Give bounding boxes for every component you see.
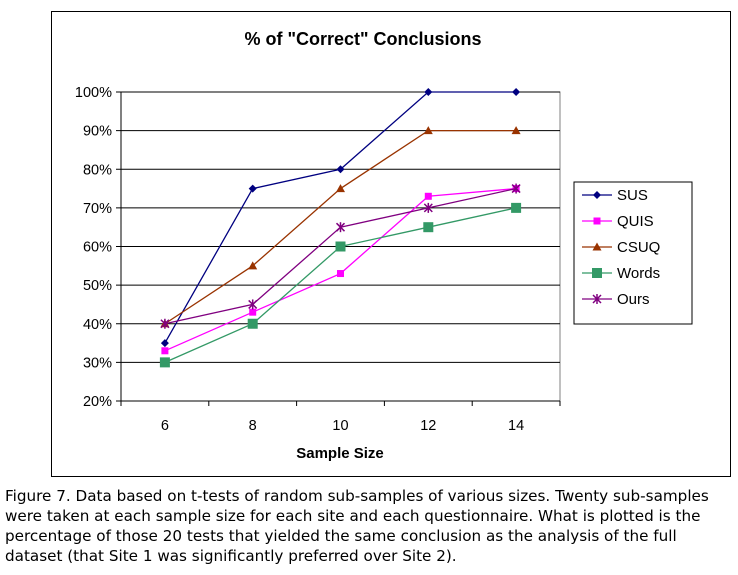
data-point-sus	[160, 339, 169, 348]
data-point-quis	[424, 192, 432, 200]
data-point-sus	[512, 88, 521, 96]
data-point-ours	[248, 299, 258, 310]
legend-marker-quis	[593, 217, 601, 225]
legend-marker-csuq	[592, 242, 602, 251]
y-tick-label: 20%	[83, 394, 112, 410]
legend-label-quis: QUIS	[617, 213, 654, 230]
data-point-csuq	[336, 184, 345, 193]
data-point-quis	[337, 270, 344, 278]
legend-label-words: Words	[617, 265, 660, 282]
legend-label-sus: SUS	[617, 187, 648, 204]
data-point-csuq	[248, 261, 258, 270]
data-point-ours	[511, 183, 521, 194]
x-tick-label: 6	[161, 418, 169, 434]
data-point-words	[423, 222, 434, 233]
data-point-sus	[336, 165, 345, 174]
x-tick-label: 12	[420, 418, 436, 434]
data-point-words	[159, 357, 170, 368]
x-tick-label: 8	[249, 418, 257, 434]
data-point-words	[511, 202, 522, 213]
data-point-csuq	[511, 126, 521, 135]
legend-label-csuq: CSUQ	[617, 239, 660, 256]
data-point-ours	[423, 202, 433, 213]
data-point-sus	[248, 184, 257, 193]
y-tick-label: 90%	[83, 124, 112, 140]
data-point-words	[247, 318, 258, 329]
data-point-quis	[161, 347, 169, 355]
data-point-ours	[335, 222, 346, 233]
y-tick-label: 40%	[83, 317, 112, 333]
chart-title: % of "Correct" Conclusions	[244, 29, 481, 49]
chart-frame: % of "Correct" Conclusions 20% 30% 40% 50% 6…	[51, 11, 731, 477]
x-axis-label: Sample Size	[296, 445, 384, 462]
x-tick-label: 10	[332, 418, 348, 434]
data-point-quis	[249, 308, 257, 316]
figure-caption: Figure 7. Data based on t-tests of rando…	[5, 487, 709, 565]
data-point-sus	[424, 88, 433, 96]
legend	[573, 181, 693, 325]
x-tick-label: 14	[508, 418, 524, 434]
y-tick-label: 80%	[83, 162, 112, 178]
y-tick-label: 100%	[75, 85, 112, 101]
y-tick-label: 70%	[83, 201, 112, 217]
legend-marker-ours	[592, 294, 602, 304]
y-tick-label: 30%	[83, 355, 112, 371]
legend-marker-sus	[593, 191, 601, 199]
y-tick-label: 50%	[83, 278, 112, 294]
data-point-ours	[160, 318, 170, 329]
legend-marker-words	[592, 268, 602, 278]
data-point-words	[335, 241, 346, 252]
data-point-csuq	[423, 126, 433, 135]
y-tick-label: 60%	[83, 240, 112, 256]
legend-label-ours: Ours	[617, 291, 650, 308]
chart: % of "Correct" Conclusions 20% 30% 40% 50% 6…	[75, 29, 693, 462]
